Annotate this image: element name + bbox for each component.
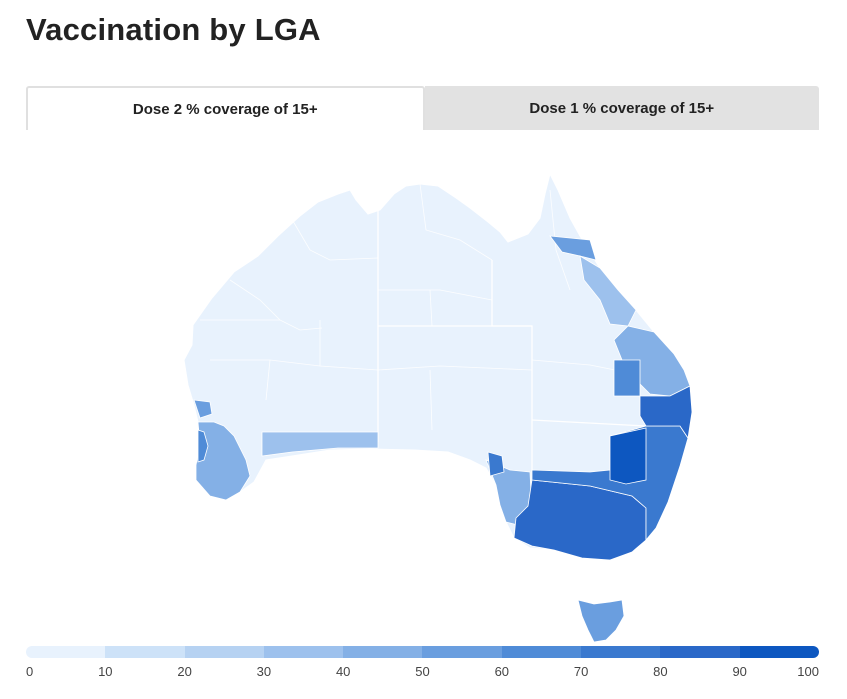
legend-tick: 20 — [177, 664, 192, 679]
legend-labels: 0 10 20 30 40 50 60 70 80 90 100 — [26, 664, 819, 682]
region-qld-far-north[interactable] — [549, 235, 597, 261]
state-borders — [377, 196, 647, 538]
region-wa-goldfields[interactable] — [261, 431, 379, 457]
region-qld-southwest[interactable] — [613, 359, 641, 397]
legend-tick: 90 — [732, 664, 747, 679]
legend-segment-60-70 — [501, 646, 582, 658]
region-sa-adelaide[interactable] — [487, 451, 505, 477]
legend-segment-90-100 — [739, 646, 819, 658]
legend-tick: 40 — [335, 664, 351, 679]
legend-segment-20-30 — [184, 646, 264, 658]
region-tasmania[interactable] — [577, 599, 625, 643]
legend-tick: 100 — [797, 664, 819, 679]
australia-lga-map[interactable] — [170, 160, 710, 650]
legend-segment-30-40 — [263, 646, 344, 658]
legend-segment-40-50 — [343, 646, 423, 658]
region-wa-geraldton[interactable] — [193, 399, 213, 419]
region-nsw[interactable] — [531, 425, 689, 542]
color-legend — [26, 646, 819, 658]
lga-boundaries — [200, 183, 641, 431]
legend-tick: 0 — [26, 664, 34, 679]
legend-segment-50-60 — [422, 646, 502, 658]
tab-bar: Dose 2 % coverage of 15+ Dose 1 % covera… — [26, 86, 819, 130]
legend-tick: 50 — [415, 664, 430, 679]
legend-segment-0-10 — [26, 646, 106, 658]
legend-tick: 80 — [653, 664, 668, 679]
region-wa-perth[interactable] — [197, 429, 209, 463]
legend-tick: 60 — [494, 664, 510, 679]
legend-segment-70-80 — [581, 646, 661, 658]
legend-tick: 30 — [256, 664, 272, 679]
region-nsw-central[interactable] — [609, 427, 647, 485]
tab-dose-2[interactable]: Dose 2 % coverage of 15+ — [26, 86, 425, 130]
page-title: Vaccination by LGA — [26, 12, 321, 47]
region-qld-southeast[interactable] — [639, 385, 693, 440]
legend-tick: 70 — [573, 664, 589, 679]
legend-segment-80-90 — [660, 646, 740, 658]
tab-dose-1[interactable]: Dose 1 % coverage of 15+ — [424, 86, 819, 130]
legend-segment-10-20 — [105, 646, 185, 658]
region-wa-southwest[interactable] — [195, 421, 251, 501]
legend-tick: 10 — [98, 664, 113, 679]
